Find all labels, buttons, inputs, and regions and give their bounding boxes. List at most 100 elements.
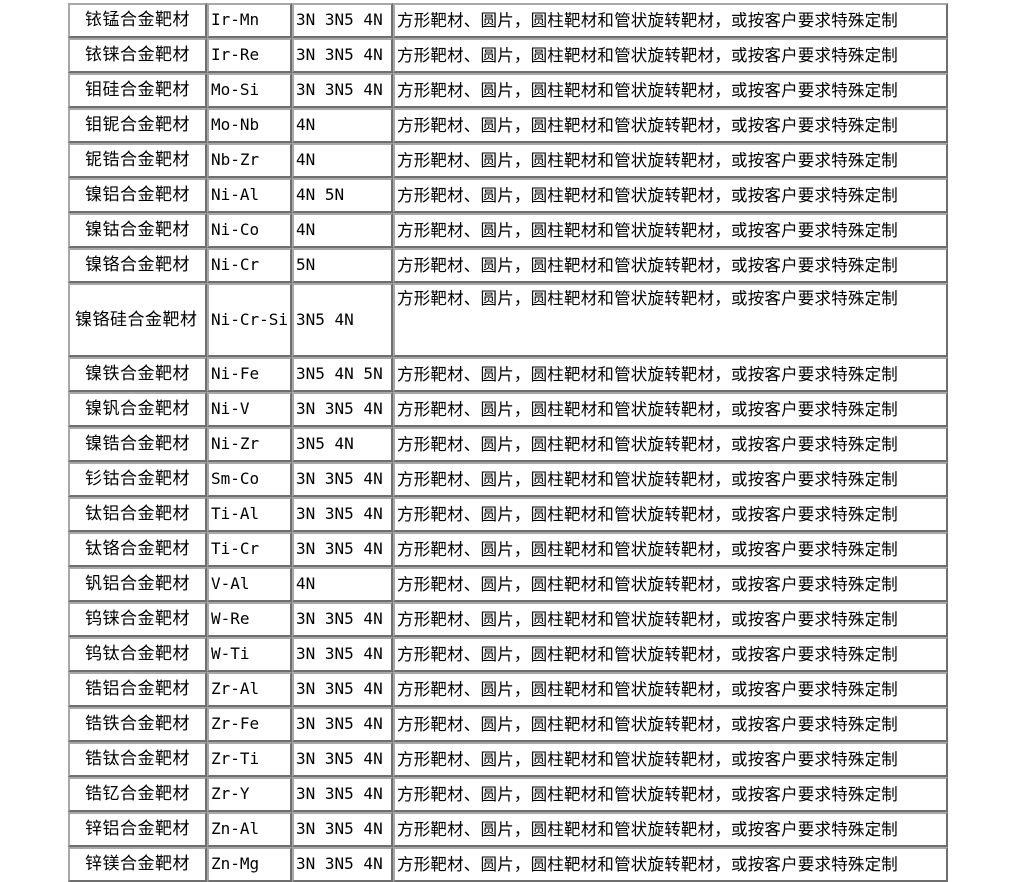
cell-product-name: 镍铝合金靶材 [68, 178, 207, 213]
table-row: 镍钴合金靶材 Ni-Co 4N 方形靶材、圆片，圆柱靶材和管状旋转靶材，或按客户要求特… [68, 213, 948, 248]
table-row: 钐钴合金靶材 Sm-Co 3N 3N5 4N 方形靶材、圆片，圆柱靶材和管状旋转靶材，… [68, 462, 948, 497]
cell-purity: 3N 3N5 4N [292, 742, 393, 777]
table-row: 镍铬硅合金靶材 Ni-Cr-Si 3N5 4N 方形靶材、圆片，圆柱靶材和管状旋转靶材… [68, 283, 948, 357]
table-row: 镍铁合金靶材 Ni-Fe 3N5 4N 5N 方形靶材、圆片，圆柱靶材和管状旋转靶材，… [68, 357, 948, 392]
cell-purity: 3N 3N5 4N [292, 73, 393, 108]
cell-product-name: 钛铝合金靶材 [68, 497, 207, 532]
cell-chemical-symbol: Nb-Zr [207, 143, 292, 178]
cell-description: 方形靶材、圆片，圆柱靶材和管状旋转靶材，或按客户要求特殊定制 [393, 357, 948, 392]
cell-purity: 4N [292, 567, 393, 602]
cell-chemical-symbol: Zr-Al [207, 672, 292, 707]
cell-chemical-symbol: Ni-Cr-Si [207, 283, 292, 357]
table-row: 锆钛合金靶材 Zr-Ti 3N 3N5 4N 方形靶材、圆片，圆柱靶材和管状旋转靶材，… [68, 742, 948, 777]
cell-description: 方形靶材、圆片，圆柱靶材和管状旋转靶材，或按客户要求特殊定制 [393, 812, 948, 847]
cell-chemical-symbol: Zr-Ti [207, 742, 292, 777]
cell-chemical-symbol: Ni-Cr [207, 248, 292, 283]
cell-product-name: 锆钇合金靶材 [68, 777, 207, 812]
table-row: 钨铼合金靶材 W-Re 3N 3N5 4N 方形靶材、圆片，圆柱靶材和管状旋转靶材，或… [68, 602, 948, 637]
cell-description: 方形靶材、圆片，圆柱靶材和管状旋转靶材，或按客户要求特殊定制 [393, 707, 948, 742]
cell-description: 方形靶材、圆片，圆柱靶材和管状旋转靶材，或按客户要求特殊定制 [393, 178, 948, 213]
cell-product-name: 钨铼合金靶材 [68, 602, 207, 637]
cell-product-name: 钨钛合金靶材 [68, 637, 207, 672]
cell-product-name: 镍钒合金靶材 [68, 392, 207, 427]
cell-product-name: 钛铬合金靶材 [68, 532, 207, 567]
cell-purity: 3N 3N5 4N [292, 3, 393, 38]
cell-description: 方形靶材、圆片，圆柱靶材和管状旋转靶材，或按客户要求特殊定制 [393, 3, 948, 38]
cell-chemical-symbol: Sm-Co [207, 462, 292, 497]
table-row: 钼铌合金靶材 Mo-Nb 4N 方形靶材、圆片，圆柱靶材和管状旋转靶材，或按客户要求特… [68, 108, 948, 143]
table-row: 锌铝合金靶材 Zn-Al 3N 3N5 4N 方形靶材、圆片，圆柱靶材和管状旋转靶材，… [68, 812, 948, 847]
cell-chemical-symbol: Ni-Zr [207, 427, 292, 462]
cell-description: 方形靶材、圆片，圆柱靶材和管状旋转靶材，或按客户要求特殊定制 [393, 672, 948, 707]
cell-purity: 3N5 4N [292, 427, 393, 462]
cell-product-name: 铱锰合金靶材 [68, 3, 207, 38]
cell-chemical-symbol: Ti-Al [207, 497, 292, 532]
table-row: 钨钛合金靶材 W-Ti 3N 3N5 4N 方形靶材、圆片，圆柱靶材和管状旋转靶材，或… [68, 637, 948, 672]
cell-chemical-symbol: Ir-Re [207, 38, 292, 73]
cell-chemical-symbol: W-Re [207, 602, 292, 637]
cell-description: 方形靶材、圆片，圆柱靶材和管状旋转靶材，或按客户要求特殊定制 [393, 637, 948, 672]
cell-description: 方形靶材、圆片，圆柱靶材和管状旋转靶材，或按客户要求特殊定制 [393, 532, 948, 567]
cell-product-name: 钐钴合金靶材 [68, 462, 207, 497]
cell-product-name: 镍铁合金靶材 [68, 357, 207, 392]
cell-purity: 3N 3N5 4N [292, 38, 393, 73]
cell-description: 方形靶材、圆片，圆柱靶材和管状旋转靶材，或按客户要求特殊定制 [393, 742, 948, 777]
cell-chemical-symbol: Ni-Al [207, 178, 292, 213]
table-row: 镍铝合金靶材 Ni-Al 4N 5N 方形靶材、圆片，圆柱靶材和管状旋转靶材，或按客户… [68, 178, 948, 213]
table-row: 锌镁合金靶材 Zn-Mg 3N 3N5 4N 方形靶材、圆片，圆柱靶材和管状旋转靶材，… [68, 847, 948, 882]
cell-description: 方形靶材、圆片，圆柱靶材和管状旋转靶材，或按客户要求特殊定制 [393, 602, 948, 637]
cell-chemical-symbol: V-Al [207, 567, 292, 602]
cell-purity: 3N 3N5 4N [292, 777, 393, 812]
cell-chemical-symbol: Zn-Mg [207, 847, 292, 882]
cell-product-name: 镍锆合金靶材 [68, 427, 207, 462]
cell-product-name: 铌锆合金靶材 [68, 143, 207, 178]
table-row: 镍锆合金靶材 Ni-Zr 3N5 4N 方形靶材、圆片，圆柱靶材和管状旋转靶材，或按客… [68, 427, 948, 462]
table-row: 镍钒合金靶材 Ni-V 3N 3N5 4N 方形靶材、圆片，圆柱靶材和管状旋转靶材，或… [68, 392, 948, 427]
cell-purity: 5N [292, 248, 393, 283]
cell-product-name: 锆铝合金靶材 [68, 672, 207, 707]
cell-chemical-symbol: Ti-Cr [207, 532, 292, 567]
cell-purity: 3N 3N5 4N [292, 602, 393, 637]
cell-product-name: 镍钴合金靶材 [68, 213, 207, 248]
cell-product-name: 镍铬合金靶材 [68, 248, 207, 283]
cell-chemical-symbol: Zr-Fe [207, 707, 292, 742]
table-row: 铌锆合金靶材 Nb-Zr 4N 方形靶材、圆片，圆柱靶材和管状旋转靶材，或按客户要求特… [68, 143, 948, 178]
cell-product-name: 锌镁合金靶材 [68, 847, 207, 882]
cell-product-name: 钼铌合金靶材 [68, 108, 207, 143]
cell-description: 方形靶材、圆片，圆柱靶材和管状旋转靶材，或按客户要求特殊定制 [393, 248, 948, 283]
table-row: 钛铬合金靶材 Ti-Cr 3N 3N5 4N 方形靶材、圆片，圆柱靶材和管状旋转靶材，… [68, 532, 948, 567]
cell-description: 方形靶材、圆片，圆柱靶材和管状旋转靶材，或按客户要求特殊定制 [393, 847, 948, 882]
cell-purity: 3N5 4N 5N [292, 357, 393, 392]
cell-purity: 4N 5N [292, 178, 393, 213]
cell-description: 方形靶材、圆片，圆柱靶材和管状旋转靶材，或按客户要求特殊定制 [393, 427, 948, 462]
cell-chemical-symbol: Ni-Fe [207, 357, 292, 392]
cell-purity: 3N 3N5 4N [292, 497, 393, 532]
table-row: 钒铝合金靶材 V-Al 4N 方形靶材、圆片，圆柱靶材和管状旋转靶材，或按客户要求特殊… [68, 567, 948, 602]
cell-description: 方形靶材、圆片，圆柱靶材和管状旋转靶材，或按客户要求特殊定制 [393, 73, 948, 108]
cell-description: 方形靶材、圆片，圆柱靶材和管状旋转靶材，或按客户要求特殊定制 [393, 38, 948, 73]
table-row: 锆铝合金靶材 Zr-Al 3N 3N5 4N 方形靶材、圆片，圆柱靶材和管状旋转靶材，… [68, 672, 948, 707]
cell-purity: 3N 3N5 4N [292, 812, 393, 847]
cell-description: 方形靶材、圆片，圆柱靶材和管状旋转靶材，或按客户要求特殊定制 [393, 497, 948, 532]
cell-chemical-symbol: Ir-Mn [207, 3, 292, 38]
cell-description: 方形靶材、圆片，圆柱靶材和管状旋转靶材，或按客户要求特殊定制 [393, 108, 948, 143]
cell-description: 方形靶材、圆片，圆柱靶材和管状旋转靶材，或按客户要求特殊定制 [393, 213, 948, 248]
cell-chemical-symbol: W-Ti [207, 637, 292, 672]
table-row: 钼硅合金靶材 Mo-Si 3N 3N5 4N 方形靶材、圆片，圆柱靶材和管状旋转靶材，… [68, 73, 948, 108]
cell-product-name: 锆铁合金靶材 [68, 707, 207, 742]
cell-purity: 4N [292, 108, 393, 143]
cell-description: 方形靶材、圆片，圆柱靶材和管状旋转靶材，或按客户要求特殊定制 [393, 777, 948, 812]
alloy-target-table-container: 铱锰合金靶材 Ir-Mn 3N 3N5 4N 方形靶材、圆片，圆柱靶材和管状旋转靶材，… [68, 3, 948, 882]
table-row: 钛铝合金靶材 Ti-Al 3N 3N5 4N 方形靶材、圆片，圆柱靶材和管状旋转靶材，… [68, 497, 948, 532]
alloy-target-specification-table: 铱锰合金靶材 Ir-Mn 3N 3N5 4N 方形靶材、圆片，圆柱靶材和管状旋转靶材，… [68, 3, 948, 882]
table-row: 铱铼合金靶材 Ir-Re 3N 3N5 4N 方形靶材、圆片，圆柱靶材和管状旋转靶材，… [68, 38, 948, 73]
cell-purity: 3N 3N5 4N [292, 672, 393, 707]
cell-purity: 4N [292, 143, 393, 178]
cell-description: 方形靶材、圆片，圆柱靶材和管状旋转靶材，或按客户要求特殊定制 [393, 462, 948, 497]
cell-product-name: 镍铬硅合金靶材 [68, 283, 207, 357]
cell-purity: 3N 3N5 4N [292, 462, 393, 497]
cell-chemical-symbol: Zr-Y [207, 777, 292, 812]
cell-purity: 3N5 4N [292, 283, 393, 357]
cell-chemical-symbol: Mo-Nb [207, 108, 292, 143]
cell-product-name: 钒铝合金靶材 [68, 567, 207, 602]
